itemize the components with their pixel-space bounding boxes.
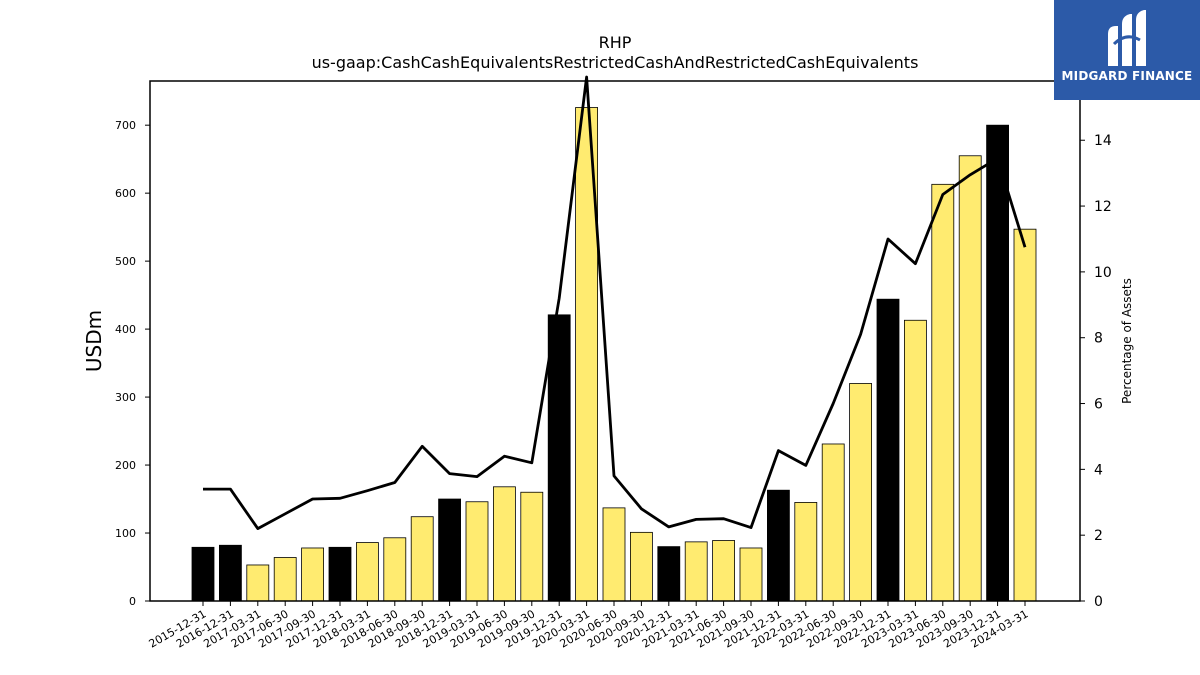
y2-tick-label: 12 <box>1094 199 1112 215</box>
y2-tick-label: 6 <box>1094 397 1103 413</box>
bar-2024-03-31 <box>1013 228 1037 602</box>
chart-title: RHP <box>599 33 632 52</box>
y2-tick-label: 0 <box>1094 594 1103 610</box>
y-tick-label: 500 <box>115 255 136 268</box>
bar-2019-09-30 <box>520 491 544 602</box>
y2-tick-label: 8 <box>1094 331 1103 347</box>
bar-2021-12-31 <box>767 489 790 602</box>
bar-2022-06-30 <box>821 443 845 602</box>
y2-tick-label: 14 <box>1094 133 1112 149</box>
bar-2022-12-31 <box>876 298 900 602</box>
bar-2015-12-31 <box>191 546 215 602</box>
bar-2021-03-31 <box>684 541 708 602</box>
y2-tick-label: 10 <box>1094 265 1112 281</box>
bar-2023-03-31 <box>904 319 927 602</box>
bar-2022-09-30 <box>849 383 872 602</box>
plot-frame <box>149 80 1081 602</box>
bar-2019-03-31 <box>465 501 489 602</box>
y2-tick-label: 4 <box>1094 462 1103 478</box>
bar-2017-06-30 <box>273 557 297 602</box>
bar-2018-03-31 <box>355 542 379 602</box>
bar-2020-06-30 <box>602 507 626 602</box>
bar-2017-12-31 <box>328 546 352 602</box>
bar-2018-09-30 <box>410 516 434 602</box>
bar-2021-06-30 <box>712 540 735 602</box>
y-axis-left: 0 100 200 300 400 500 600 700 <box>115 119 150 608</box>
bar-2023-12-31 <box>986 124 1009 602</box>
bar-2023-06-30 <box>931 183 955 602</box>
y-tick-label: 0 <box>129 595 136 608</box>
y2-axis-label: Percentage of Assets <box>1120 278 1134 404</box>
y-tick-label: 700 <box>115 119 136 132</box>
bar-2018-06-30 <box>383 537 407 602</box>
y-tick-label: 400 <box>115 323 136 336</box>
bar-series <box>191 107 1037 602</box>
x-axis: 2015-12-312016-12-312017-03-312017-06-30… <box>147 601 1031 651</box>
y2-tick-label: 2 <box>1094 528 1103 544</box>
bar-2020-09-30 <box>630 531 653 602</box>
bar-2023-09-30 <box>958 155 982 602</box>
y-axis-right: 0 2 4 6 8 10 12 14 <box>1080 133 1112 610</box>
bar-2019-06-30 <box>492 486 516 602</box>
bar-2016-12-31 <box>218 544 242 602</box>
y-tick-label: 200 <box>115 459 136 472</box>
percentage-line <box>203 75 1027 530</box>
bar-2019-12-31 <box>547 314 571 602</box>
bar-2018-12-31 <box>438 498 462 602</box>
chart-subtitle: us-gaap:CashCashEquivalentsRestrictedCas… <box>312 53 919 72</box>
logo-icon <box>1108 10 1146 66</box>
bar-2022-03-31 <box>794 502 818 602</box>
bar-2017-03-31 <box>246 564 270 602</box>
bar-2020-12-31 <box>657 546 681 602</box>
y-tick-label: 100 <box>115 527 136 540</box>
brand-logo: MIDGARD FINANCE <box>1054 0 1200 100</box>
y-tick-label: 600 <box>115 187 136 200</box>
y-axis-label: USDm <box>82 310 106 372</box>
bar-2017-09-30 <box>301 547 325 602</box>
logo-text: MIDGARD FINANCE <box>1061 69 1193 83</box>
y-tick-label: 300 <box>115 391 136 404</box>
bar-2021-09-30 <box>739 547 763 602</box>
